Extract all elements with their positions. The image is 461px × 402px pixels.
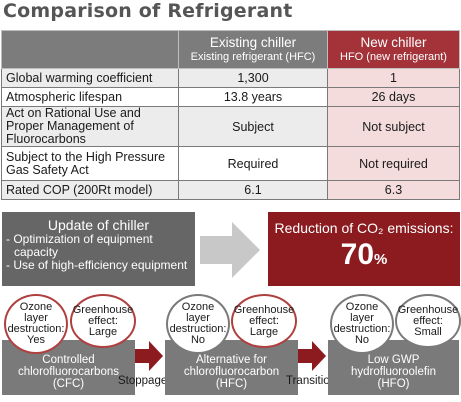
stage-arrow-icon — [298, 341, 326, 371]
row-new-value: 6.3 — [327, 180, 460, 200]
update-box: Update of chiller - Optimization of equi… — [2, 212, 195, 286]
transition-label-stoppage: Stoppage — [118, 375, 168, 387]
big-arrow-icon — [200, 222, 260, 278]
stage-name: chlorofluorocarbons — [17, 366, 119, 378]
stage-hfc-box: Alternative for chlorofluorocarbon (HFC) — [165, 340, 298, 395]
table-row: Subject to the High Pressure Gas Safety … — [1, 146, 460, 181]
comparison-table: Existing chiller Existing refrigerant (H… — [1, 30, 460, 200]
row-existing-value: Subject — [178, 106, 328, 147]
row-new-value: Not required — [327, 146, 460, 181]
header-existing: Existing chiller Existing refrigerant (H… — [178, 30, 328, 69]
reduction-heading: Reduction of CO₂ emissions: — [274, 220, 454, 236]
stage-name: (CFC) — [52, 378, 85, 390]
row-new-value: 26 days — [327, 87, 460, 107]
update-item: - Use of high-efficiency equipment — [6, 258, 188, 272]
stage-name: (HFC) — [215, 378, 248, 390]
stage-name: chlorofluorocarbon — [183, 366, 280, 378]
stage-arrow-icon — [135, 341, 163, 371]
row-label: Atmospheric lifespan — [1, 87, 179, 107]
page-title: Comparison of Refrigerant — [3, 0, 293, 22]
header-existing-sub: Existing refrigerant (HFC) — [190, 50, 316, 63]
stage-name: Low GWP — [367, 354, 420, 366]
row-existing-value: Required — [178, 146, 328, 181]
update-item: capacity — [14, 245, 59, 259]
transition-label-transition: Transition — [286, 375, 337, 387]
header-new: New chiller HFO (new refrigerant) — [327, 30, 460, 69]
table-header-row: Existing chiller Existing refrigerant (H… — [1, 30, 460, 69]
stage-name: hydrofluoroolefin — [350, 366, 437, 378]
row-existing-value: 6.1 — [178, 180, 328, 200]
ozone-circle: Ozone layer destruction: No — [330, 294, 394, 354]
ozone-circle: Ozone layer destruction: Yes — [4, 294, 68, 354]
reduction-unit: % — [374, 251, 388, 268]
update-item: - Optimization of equipment — [6, 232, 153, 246]
greenhouse-circle: Greenhouse effect: Large — [231, 294, 297, 348]
table-row: Rated COP (200Rt model) 6.1 6.3 — [1, 180, 460, 200]
header-corner — [1, 30, 179, 69]
reduction-value-wrap: 70% — [268, 238, 460, 272]
reduction-box: Reduction of CO₂ emissions: 70% — [268, 212, 460, 286]
row-existing-value: 1,300 — [178, 68, 328, 88]
greenhouse-circle: Greenhouse effect: Large — [70, 294, 136, 348]
table-row: Global warming coefficient 1,300 1 — [1, 68, 460, 88]
row-new-value: 1 — [327, 68, 460, 88]
greenhouse-circle: Greenhouse effect: Small — [395, 294, 461, 348]
row-label: Act on Rational Use and Proper Managemen… — [1, 106, 179, 147]
stage-cfc-box: Controlled chlorofluorocarbons (CFC) — [2, 340, 135, 395]
reduction-value: 70 — [340, 238, 375, 271]
table-row: Act on Rational Use and Proper Managemen… — [1, 106, 460, 147]
stage-name: (HFO) — [377, 378, 410, 390]
row-existing-value: 13.8 years — [178, 87, 328, 107]
header-new-title: New chiller — [360, 34, 427, 50]
update-heading: Update of chiller — [47, 217, 150, 233]
row-label: Global warming coefficient — [1, 68, 179, 88]
table-row: Atmospheric lifespan 13.8 years 26 days — [1, 87, 460, 107]
ozone-circle: Ozone layer destruction: No — [166, 294, 230, 354]
row-label: Rated COP (200Rt model) — [1, 180, 179, 200]
row-label: Subject to the High Pressure Gas Safety … — [1, 146, 179, 181]
stage-name: Alternative for — [196, 354, 267, 366]
stage-name: Controlled — [42, 354, 95, 366]
header-new-sub: HFO (new refrigerant) — [340, 50, 447, 63]
row-new-value: Not subject — [327, 106, 460, 147]
header-existing-title: Existing chiller — [209, 34, 297, 50]
